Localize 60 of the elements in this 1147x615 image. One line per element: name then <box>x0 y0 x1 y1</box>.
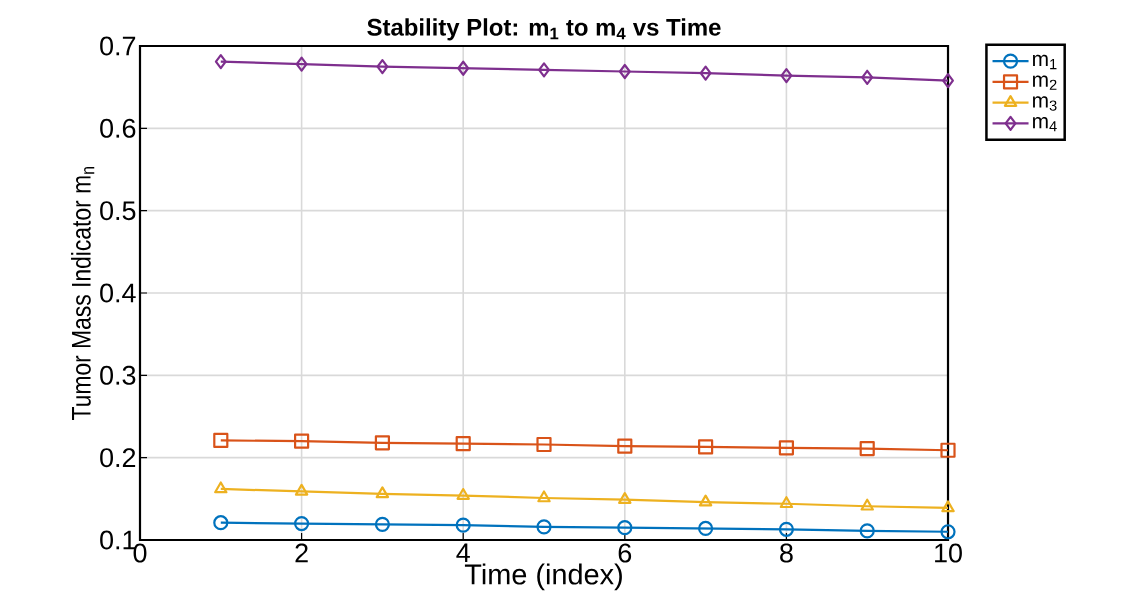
point <box>698 520 714 537</box>
point <box>940 524 956 540</box>
point <box>294 515 310 532</box>
point <box>376 58 389 75</box>
x-tick-label: 0 <box>133 543 147 563</box>
point <box>617 520 633 536</box>
point <box>294 483 309 496</box>
point <box>213 432 229 448</box>
point <box>295 56 308 72</box>
point <box>538 62 550 78</box>
point <box>942 72 954 89</box>
point <box>859 523 875 539</box>
point <box>214 54 227 70</box>
point <box>374 435 390 451</box>
point <box>374 516 390 532</box>
point <box>213 515 229 531</box>
y-tick-label: 0.5 <box>100 201 136 221</box>
y-tick-label: 0.4 <box>100 283 136 303</box>
point <box>778 440 795 456</box>
x-tick-label: 4 <box>456 543 470 563</box>
y-tick-label: 0.2 <box>100 448 136 468</box>
point <box>699 65 712 81</box>
point <box>455 517 471 533</box>
point <box>537 490 551 503</box>
point <box>859 441 875 457</box>
x-axis-title: Time (index) <box>464 563 622 591</box>
point <box>294 433 310 449</box>
point <box>861 69 874 85</box>
point <box>940 442 956 458</box>
point <box>941 500 955 513</box>
point <box>456 487 470 500</box>
x-tick-label: 6 <box>618 543 632 563</box>
y-tick-label: 0.3 <box>100 365 136 385</box>
point <box>779 496 794 509</box>
point <box>375 486 390 499</box>
point <box>778 521 795 537</box>
point <box>618 63 631 80</box>
point <box>618 492 632 505</box>
point <box>860 498 874 511</box>
point <box>698 494 713 507</box>
legend-label: m$_{2}$ <box>1033 75 1057 90</box>
y-tick-label: 0.1 <box>100 530 136 550</box>
point <box>536 519 552 535</box>
x-tick-label: 2 <box>295 543 308 563</box>
x-tick-label: 8 <box>780 543 793 563</box>
chart-title: Stability Plot: m$_{1}$ to m$_{4}$ vs Time <box>367 18 721 41</box>
y-axis-title: Tumor Mass Indicator m$_{n}$ <box>71 166 95 420</box>
point <box>698 439 714 455</box>
point <box>617 438 633 454</box>
y-tick-label: 0.6 <box>100 118 136 138</box>
point <box>536 436 552 453</box>
legend-label: m$_{1}$ <box>1033 54 1057 70</box>
point <box>780 68 793 84</box>
x-tick-label: 10 <box>935 543 962 563</box>
point <box>214 481 228 494</box>
y-tick-label: 0.7 <box>100 36 136 56</box>
point <box>455 436 471 452</box>
point <box>457 60 470 76</box>
legend-label: m$_{4}$ <box>1033 116 1057 132</box>
legend-label: m$_{3}$ <box>1033 96 1057 111</box>
